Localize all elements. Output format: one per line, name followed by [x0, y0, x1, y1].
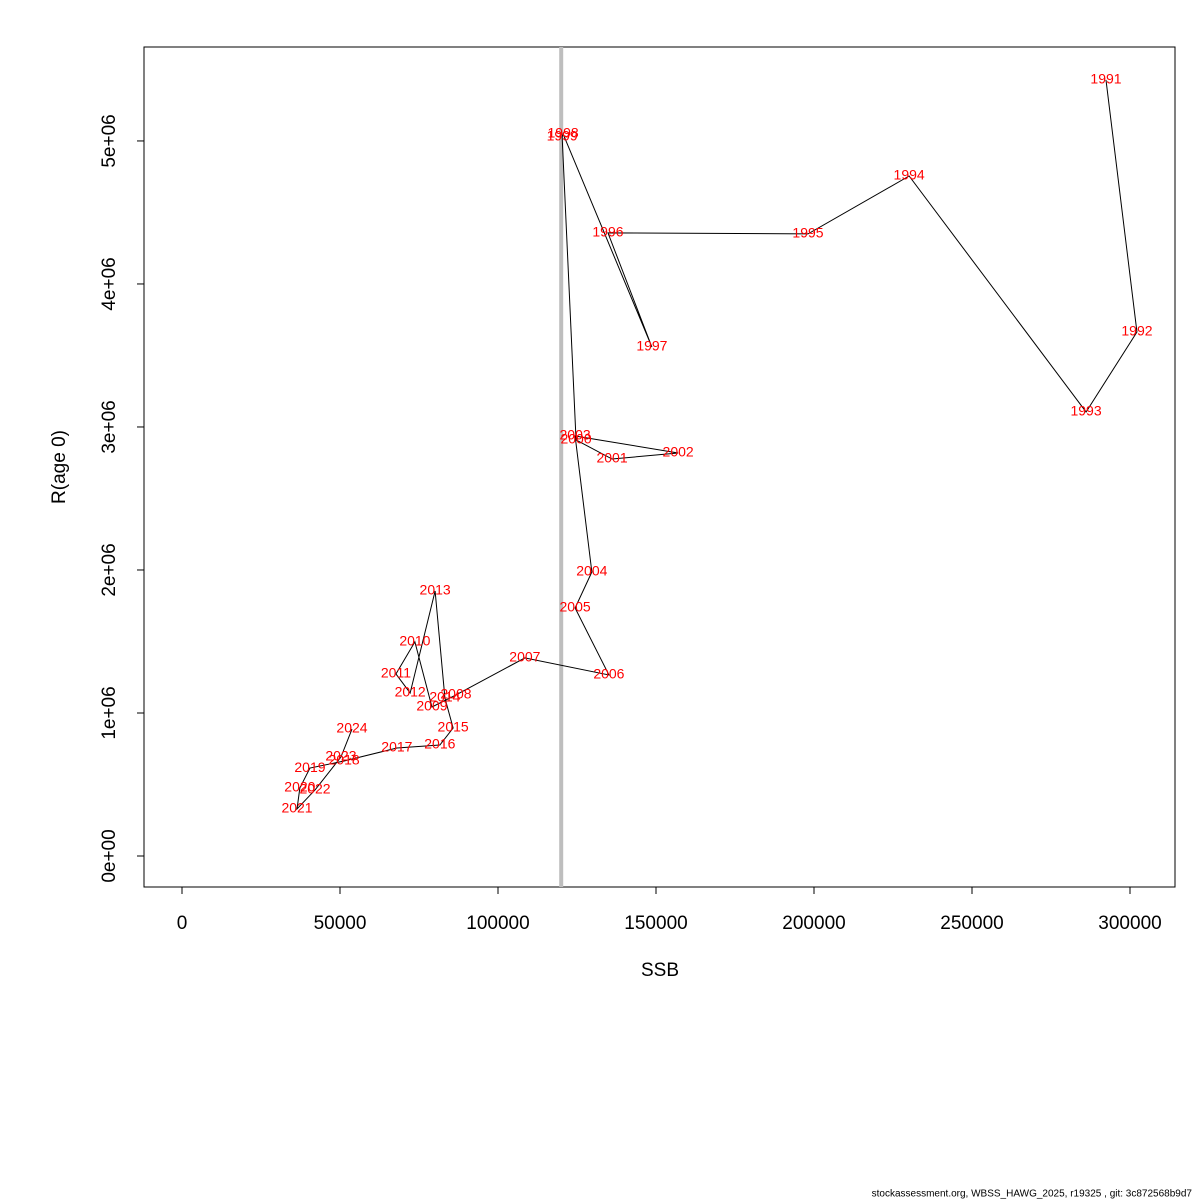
x-tick-label: 0 — [177, 913, 188, 934]
point-label: 1991 — [1090, 71, 1121, 87]
point-label: 2000 — [560, 431, 591, 447]
point-label: 2014 — [429, 689, 460, 705]
point-label: 2019 — [294, 759, 325, 775]
point-label: 1994 — [894, 167, 925, 183]
x-tick-label: 200000 — [782, 913, 845, 934]
point-label: 2013 — [420, 582, 451, 598]
trajectory-line — [296, 79, 1138, 811]
point-label: 2018 — [329, 752, 360, 768]
x-tick-label: 50000 — [314, 913, 367, 934]
point-label: 2004 — [576, 563, 607, 579]
y-axis-label: R(age 0) — [49, 430, 70, 504]
x-axis-label: SSB — [641, 960, 679, 981]
y-tick-label: 4e+06 — [99, 257, 120, 310]
y-tick-label: 1e+06 — [99, 686, 120, 739]
point-label: 2002 — [663, 444, 694, 460]
point-label: 1996 — [592, 224, 623, 240]
point-label: 2016 — [424, 736, 455, 752]
point-label: 2012 — [395, 684, 426, 700]
point-label: 1999 — [547, 128, 578, 144]
point-label: 2003 — [560, 427, 591, 443]
point-label: 2020 — [284, 779, 315, 795]
point-label: 1998 — [548, 125, 579, 141]
point-label: 1993 — [1070, 403, 1101, 419]
point-label: 2022 — [299, 781, 330, 797]
point-label: 1997 — [636, 338, 667, 354]
point-label: 2008 — [440, 686, 471, 702]
x-tick-label: 100000 — [466, 913, 529, 934]
point-label: 1992 — [1121, 323, 1152, 339]
point-label: 2007 — [509, 649, 540, 665]
y-tick-label: 2e+06 — [99, 543, 120, 596]
point-label: 2009 — [416, 698, 447, 714]
point-label: 2017 — [381, 739, 412, 755]
point-label: 1995 — [792, 225, 823, 241]
x-tick-label: 250000 — [940, 913, 1003, 934]
point-label: 2023 — [325, 748, 356, 764]
x-tick-label: 150000 — [624, 913, 687, 934]
point-label: 2011 — [381, 665, 411, 681]
point-label: 2021 — [281, 800, 312, 816]
point-label: 2005 — [560, 599, 591, 615]
y-tick-label: 3e+06 — [99, 400, 120, 453]
point-label: 2006 — [593, 666, 624, 682]
x-tick-label: 300000 — [1098, 913, 1161, 934]
point-label: 2015 — [438, 719, 469, 735]
y-tick-label: 0e+00 — [99, 829, 120, 882]
footer: stockassessment.org, WBSS_HAWG_2025, r19… — [872, 1189, 1193, 1200]
point-label: 2001 — [596, 450, 627, 466]
point-label: 2024 — [336, 720, 367, 736]
y-tick-label: 5e+06 — [99, 114, 120, 167]
point-label: 2010 — [399, 633, 430, 649]
